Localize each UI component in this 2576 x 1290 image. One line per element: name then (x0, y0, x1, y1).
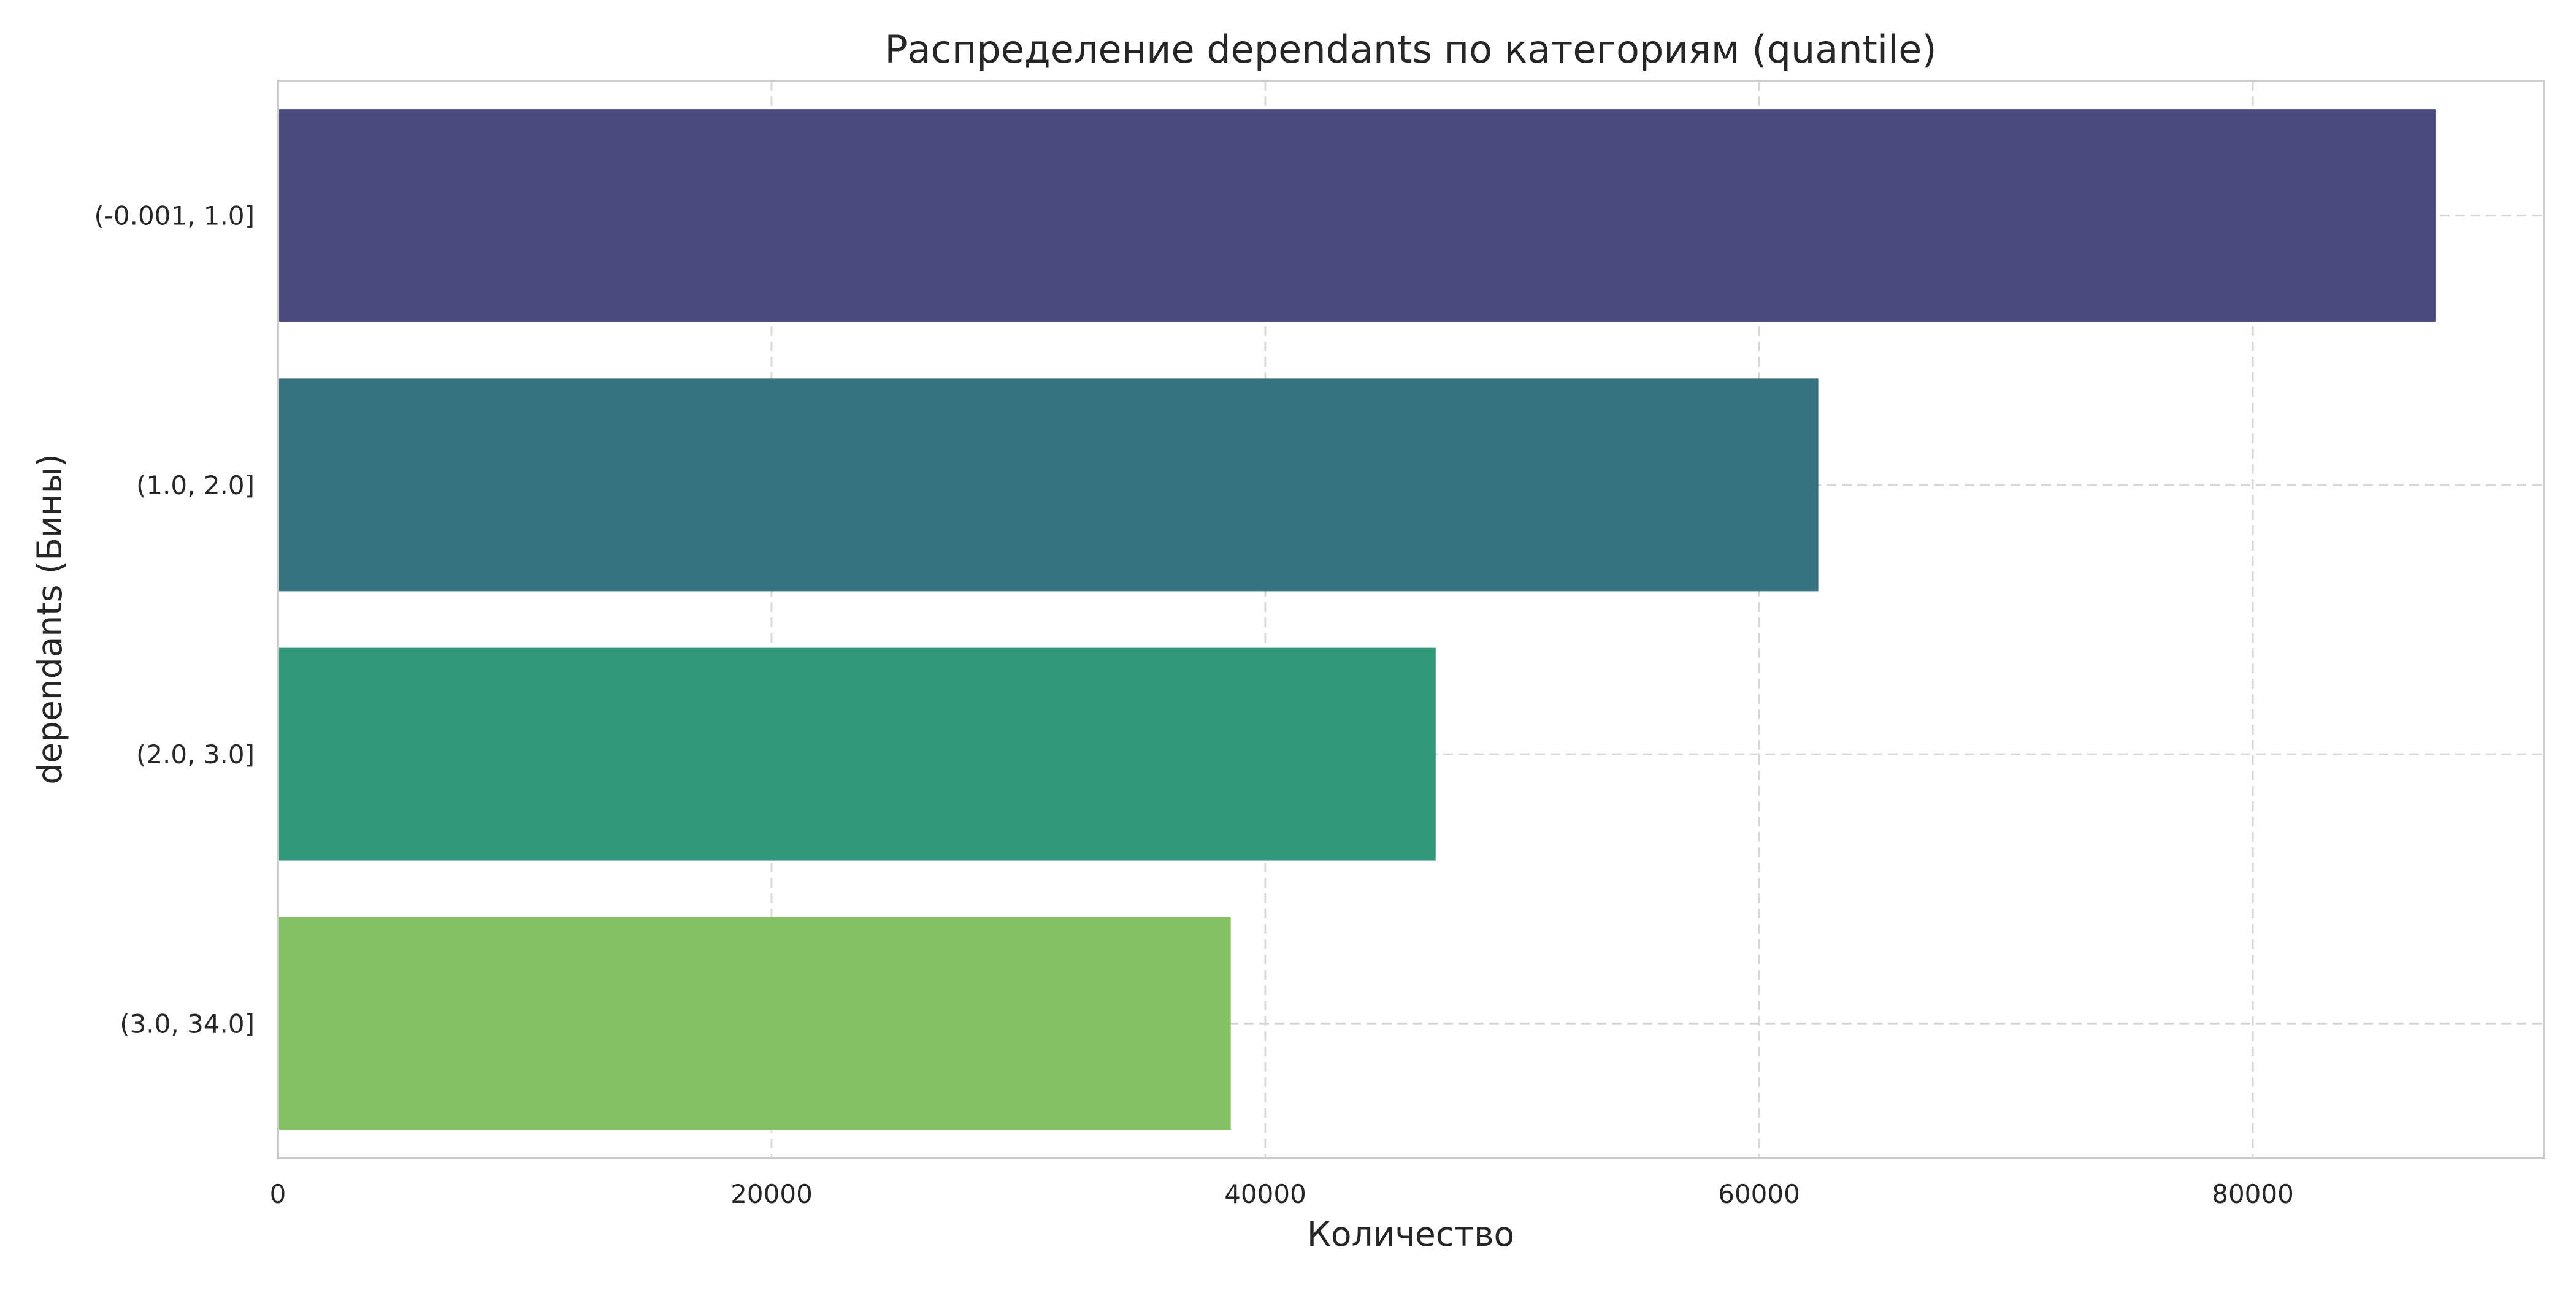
y-tick-label: (3.0, 34.0] (120, 1009, 255, 1039)
x-axis-label: Количество (1307, 1215, 1514, 1254)
x-tick-label: 80000 (2212, 1179, 2294, 1209)
x-tick-label: 0 (270, 1179, 286, 1209)
y-axis-label: dependants (Бины) (30, 454, 69, 784)
chart-title: Распределение dependants по категориям (… (884, 27, 1936, 72)
bar (278, 378, 1819, 592)
x-tick-label: 20000 (730, 1179, 813, 1209)
x-tick-label: 40000 (1224, 1179, 1306, 1209)
bar (278, 917, 1231, 1130)
bar (278, 109, 2436, 322)
tick-layer: 0 20000 40000 60000 80000 (-0.001, 1.0] (1.0, … (94, 201, 2294, 1209)
bar-layer (278, 109, 2436, 1130)
x-tick-label: 60000 (1718, 1179, 1800, 1209)
y-tick-label: (-0.001, 1.0] (94, 201, 255, 231)
y-tick-label: (1.0, 2.0] (136, 470, 255, 500)
y-tick-label: (2.0, 3.0] (136, 739, 255, 769)
plot-frame (277, 80, 2545, 1159)
bar (278, 647, 1436, 861)
